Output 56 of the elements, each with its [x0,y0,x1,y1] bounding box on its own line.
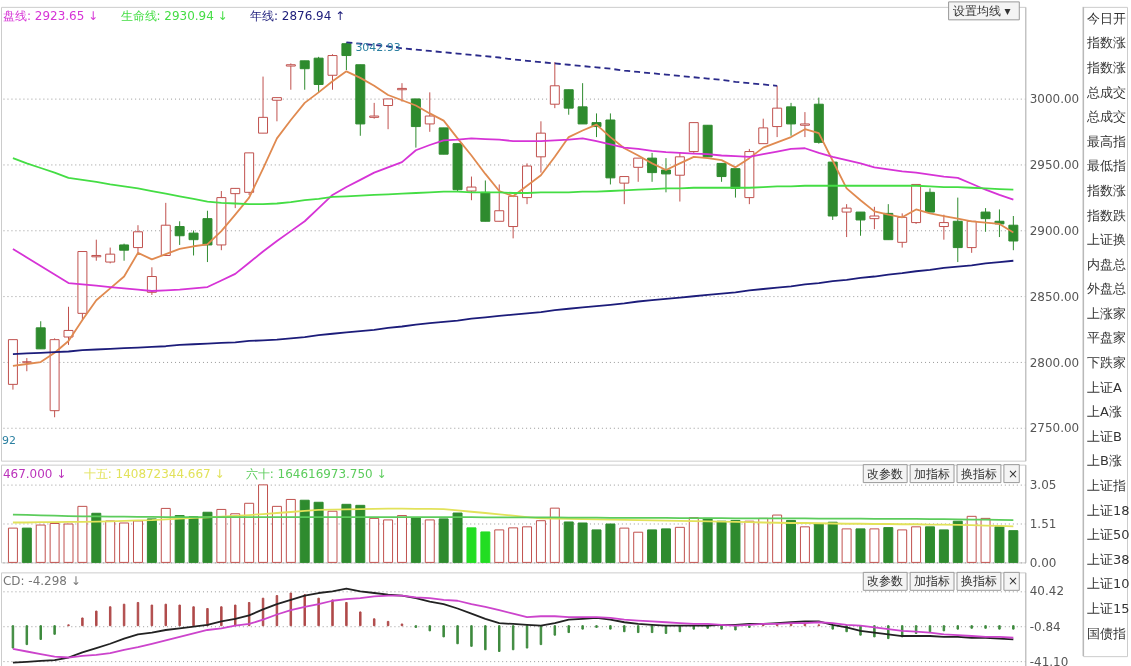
y-tick-label: 1.51 [1029,517,1057,532]
annotation: × [1007,466,1018,481]
text: 指数涨 [1086,60,1127,75]
annotation: 加指标 [914,466,951,481]
text: 十五: 140872344.667 ↓ [83,466,225,481]
text: 国债指 [1087,625,1127,641]
annotation: 改参数 [867,574,904,589]
annotation: 加指标 [914,574,951,589]
annotation: × [1007,574,1018,589]
text: 下跌家 [1087,355,1127,371]
annotation: 设置均线 ▾ [952,3,1011,18]
text: 平盘家 [1087,330,1127,346]
annotation: 换指标 [961,574,998,589]
text: 最高指 [1087,133,1127,149]
text: 指数跌 [1086,207,1127,223]
y-tick-label: 2750.00 [1029,421,1080,436]
text: 总成交 [1086,109,1127,125]
text: 上证B [1087,428,1123,444]
text: 上A涨 [1087,404,1122,420]
text: 生命线: 2930.94 ↓ [120,8,228,23]
text: 年线: 2876.94 ↑ [250,8,346,23]
text: 最低指 [1087,158,1127,174]
text: 外盘总 [1087,281,1127,297]
text: 上证换 [1087,232,1127,248]
y-tick-label: -0.84 [1029,619,1061,634]
annotation: CD: -4.298 ↓ [2,574,81,589]
annotation: 换指标 [961,466,998,481]
y-tick-label: 2950.00 [1029,158,1080,173]
text: 上证38 [1087,551,1130,567]
annotation: 467.000 ↓ [2,466,67,481]
y-tick-label: 0.00 [1029,555,1057,570]
text: 内盘总 [1087,256,1127,272]
text: 上证指 [1087,478,1127,494]
text: 上证A [1087,379,1123,395]
text: 上证18 [1087,502,1130,518]
text: 上证10 [1087,576,1130,592]
annotation: 改参数 [867,466,904,481]
text: 盘线: 2923.65 ↓ [2,8,99,23]
text: 上证50 [1087,527,1130,543]
annotation: 3042.93 [355,41,401,55]
text: 指数涨 [1086,182,1127,198]
y-tick-label: 2850.00 [1029,289,1080,304]
text: 今日开 [1087,10,1127,26]
text: 六十: 164616973.750 ↓ [245,466,387,481]
text: 上涨家 [1087,305,1127,321]
y-tick-label: 2900.00 [1029,223,1080,238]
text: 上证15 [1087,600,1130,616]
y-tick-label: -41.10 [1029,654,1069,666]
y-tick-label: 40.42 [1029,584,1064,599]
y-tick-label: 3000.00 [1029,92,1080,107]
y-tick-label: 2800.00 [1029,355,1080,370]
y-tick-label: 3.05 [1029,477,1057,492]
text: 总成交 [1086,84,1127,100]
text: 指数涨 [1086,35,1127,51]
text: 上B涨 [1087,453,1123,469]
annotation: 92 [1,433,16,447]
